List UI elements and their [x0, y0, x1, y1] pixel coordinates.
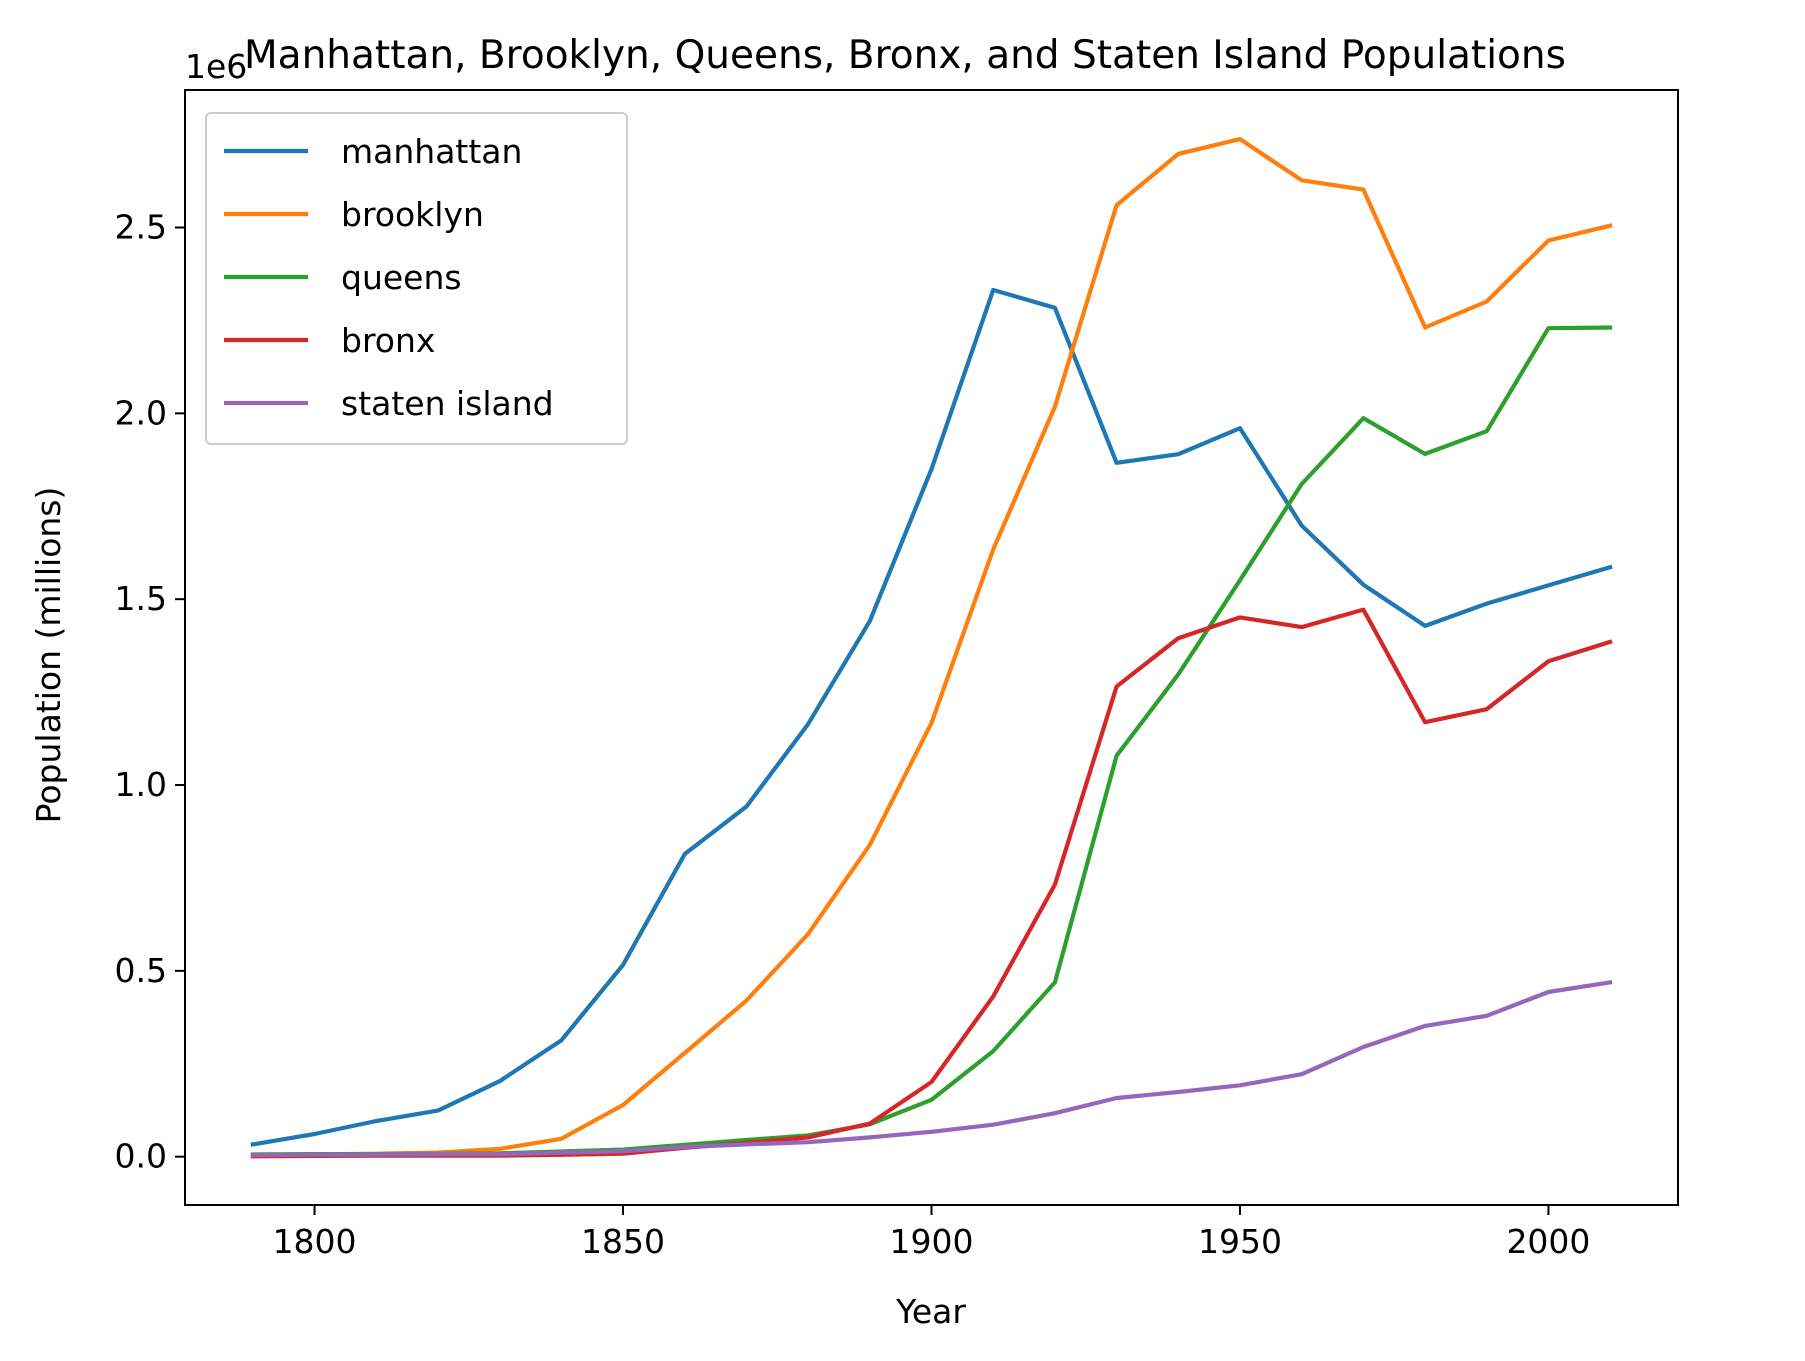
x-tick-label: 1900	[890, 1222, 974, 1261]
x-tick-label: 1950	[1198, 1222, 1282, 1261]
legend-box	[205, 112, 628, 445]
y-tick-label: 2.0	[115, 393, 167, 432]
x-tick-label: 1850	[581, 1222, 665, 1261]
series-line-manhattan	[250, 287, 1613, 1147]
y-axis-label: Population (millions)	[29, 487, 68, 824]
series-line-staten-island	[250, 980, 1613, 1158]
legend-label-brooklyn: brooklyn	[341, 195, 484, 234]
x-tick-label: 1800	[273, 1222, 357, 1261]
y-tick-label: 0.0	[115, 1137, 167, 1176]
x-axis-label: Year	[895, 1292, 966, 1331]
y-tick-label: 1.0	[115, 765, 167, 804]
y-axis-offset-label: 1e6	[185, 47, 247, 86]
legend-label-bronx: bronx	[341, 321, 435, 360]
y-tick-label: 0.5	[115, 951, 167, 990]
legend-label-staten-island: staten island	[341, 384, 554, 423]
y-tick-label: 1.5	[115, 579, 167, 618]
y-tick-label: 2.5	[115, 208, 167, 247]
legend: manhattan brooklyn queens bronx staten islan…	[205, 112, 628, 445]
legend-label-queens: queens	[341, 258, 462, 297]
x-tick-label: 2000	[1506, 1222, 1590, 1261]
series-lines	[250, 137, 1613, 1159]
axes: 1800 1850 1900 1950 2000 0.0 0.5 1.0 1.5 2.0 2.5	[115, 89, 1679, 1261]
series-line-brooklyn	[250, 137, 1613, 1157]
legend-label-manhattan: manhattan	[341, 132, 522, 171]
chart-title: Manhattan, Brooklyn, Queens, Bronx, and …	[244, 33, 1566, 78]
